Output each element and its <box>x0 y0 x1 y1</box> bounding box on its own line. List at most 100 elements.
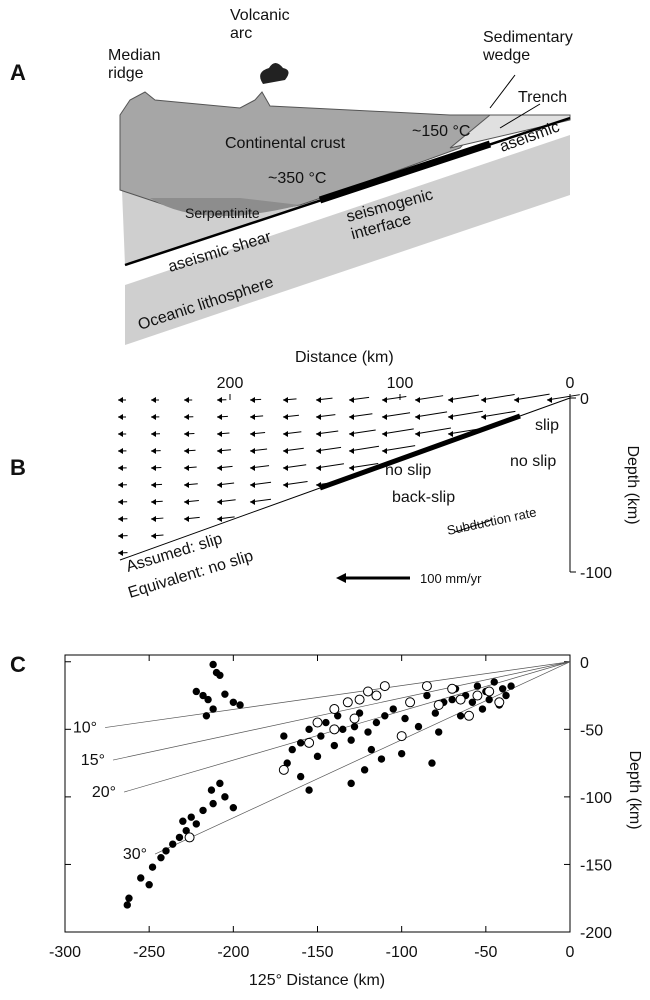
velocity-arrow-head <box>118 397 123 403</box>
velocity-arrow-head <box>118 482 123 488</box>
x-tick-label: -200 <box>217 944 249 961</box>
axis-label: 125° Distance (km) <box>249 972 385 989</box>
velocity-arrow-head <box>382 414 387 420</box>
axis-label: Depth (km) <box>624 445 641 524</box>
dip-line <box>124 662 570 792</box>
velocity-arrow-head <box>184 397 189 403</box>
velocity-arrow-head <box>217 516 222 522</box>
event <box>203 713 209 719</box>
event <box>193 688 199 694</box>
velocity-arrow-head <box>151 414 156 420</box>
event <box>306 726 312 732</box>
event <box>330 725 339 734</box>
event <box>436 729 442 735</box>
event <box>434 700 443 709</box>
event <box>469 699 475 705</box>
y-tick-label: -50 <box>580 722 603 739</box>
pointer <box>490 75 515 108</box>
velocity-arrow <box>481 411 515 417</box>
velocity-arrow-head <box>349 397 354 403</box>
velocity-arrow-head <box>151 499 156 505</box>
velocity-arrow-head <box>316 414 321 420</box>
event <box>289 746 295 752</box>
velocity-arrow-head <box>118 414 123 420</box>
velocity-arrow-head <box>448 431 453 437</box>
event <box>185 833 194 842</box>
velocity-arrow-head <box>151 516 156 522</box>
velocity-arrow-head <box>217 414 222 420</box>
dip-line <box>113 662 570 760</box>
velocity-arrow-head <box>151 431 156 437</box>
velocity-arrow-head <box>217 448 222 454</box>
velocity-arrow-head <box>382 448 387 454</box>
x-tick-label: 200 <box>217 375 244 392</box>
label: ~350 °C <box>268 170 326 187</box>
dip-label: 15° <box>81 752 105 769</box>
label: back-slip <box>392 489 455 506</box>
velocity-arrow-head <box>250 448 255 454</box>
velocity-arrow-head <box>349 448 354 454</box>
velocity-arrow-head <box>547 397 552 403</box>
velocity-arrow-head <box>118 431 123 437</box>
velocity-arrow-head <box>217 499 222 505</box>
velocity-arrow-head <box>184 465 189 471</box>
velocity-arrow-head <box>316 482 321 488</box>
x-tick-label: 100 <box>387 375 414 392</box>
event <box>170 841 176 847</box>
velocity-arrow-head <box>118 465 123 471</box>
label: slip <box>535 417 559 434</box>
velocity-arrow-head <box>184 516 189 522</box>
event <box>331 742 337 748</box>
velocity-arrow-head <box>283 414 288 420</box>
axis-label: Depth (km) <box>626 750 643 829</box>
event <box>429 760 435 766</box>
event <box>205 696 211 702</box>
velocity-arrow-head <box>283 482 288 488</box>
velocity-arrow-head <box>250 499 255 505</box>
velocity-arrow-head <box>250 431 255 437</box>
y-tick-label: -100 <box>580 565 612 582</box>
velocity-arrow-head <box>250 414 255 420</box>
event <box>457 713 463 719</box>
x-tick-label: -150 <box>301 944 333 961</box>
label: ~150 °C <box>412 123 470 140</box>
label: no slip <box>510 453 556 470</box>
label: no slip <box>385 462 431 479</box>
velocity-arrow-head <box>283 448 288 454</box>
event <box>355 695 364 704</box>
event <box>465 711 474 720</box>
event <box>222 691 228 697</box>
event <box>422 682 431 691</box>
velocity-arrow-head <box>448 397 453 403</box>
event <box>330 705 339 714</box>
y-tick-label: -200 <box>580 925 612 942</box>
event <box>230 699 236 705</box>
event <box>503 692 509 698</box>
dip-line <box>155 662 570 854</box>
event <box>188 814 194 820</box>
event <box>210 661 216 667</box>
panel-b: B Distance (km) Depth (km) slip no slip … <box>10 349 641 602</box>
dip-label: 20° <box>92 784 116 801</box>
velocity-arrow-head <box>118 533 123 539</box>
velocity-arrow-head <box>184 482 189 488</box>
velocity-arrow-head <box>184 448 189 454</box>
event <box>297 773 303 779</box>
event <box>305 738 314 747</box>
event <box>397 732 406 741</box>
panel-label: B <box>10 455 26 480</box>
event <box>456 695 465 704</box>
event <box>348 780 354 786</box>
velocity-arrow-head <box>316 431 321 437</box>
velocity-arrow-head <box>250 397 255 403</box>
event <box>323 719 329 725</box>
velocity-arrow-head <box>250 482 255 488</box>
velocity-arrow-head <box>382 397 387 403</box>
velocity-arrow-head <box>151 465 156 471</box>
velocity-arrow-head <box>184 414 189 420</box>
velocity-arrow-head <box>349 414 354 420</box>
x-tick-label: -250 <box>133 944 165 961</box>
event <box>474 683 480 689</box>
